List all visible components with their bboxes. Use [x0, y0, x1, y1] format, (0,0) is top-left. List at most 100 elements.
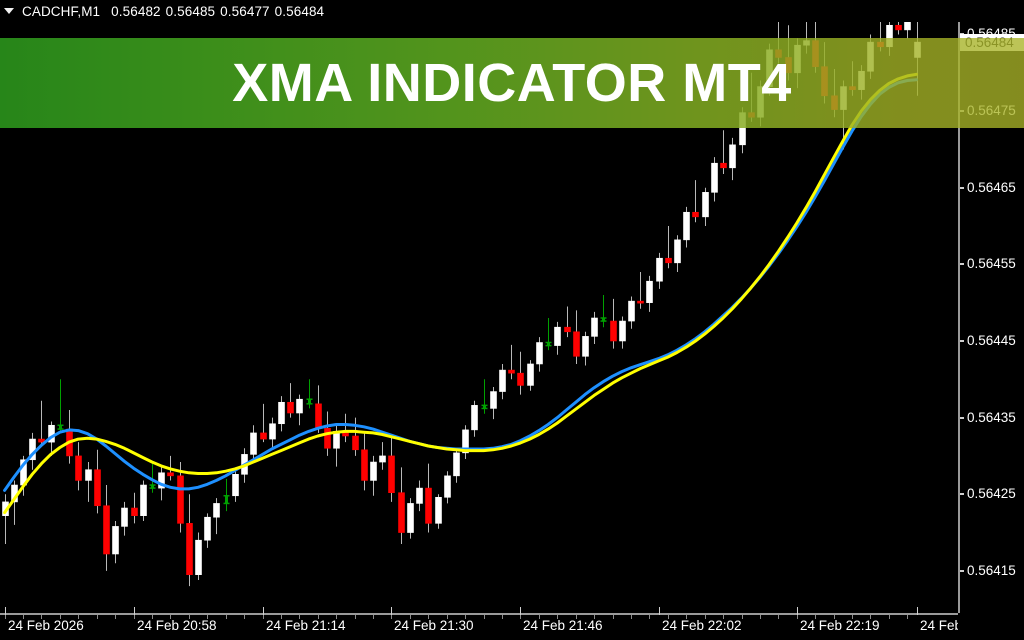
candle-body-bear	[388, 455, 395, 493]
candle-body-neutral	[151, 485, 154, 489]
time-tick-minor	[428, 615, 429, 619]
price-tick-dash	[960, 569, 964, 572]
candle-body-bear	[361, 449, 368, 481]
time-axis-label: 24 Feb 21:30	[394, 618, 474, 633]
ohlc-value: 0.56485	[165, 3, 216, 19]
time-tick-minor	[465, 615, 466, 619]
time-tick-minor	[723, 615, 724, 619]
time-axis-label: 24 Feb 22:19	[800, 618, 880, 633]
time-tick-minor	[889, 615, 890, 619]
time-tick-minor	[263, 615, 264, 619]
ohlc-values: 0.56482 0.56485 0.56477 0.56484	[111, 4, 329, 19]
time-tick-minor	[115, 615, 116, 619]
time-tick-minor	[134, 615, 135, 619]
candle-body-neutral	[59, 425, 62, 430]
price-tick-dash	[960, 339, 964, 342]
candle-body-bull	[628, 300, 635, 322]
time-tick-major	[391, 607, 392, 615]
time-tick-minor	[870, 615, 871, 619]
time-tick-minor	[502, 615, 503, 619]
candle-body-bear	[895, 24, 902, 31]
candle-body-bull	[499, 369, 506, 392]
candle-body-bull	[121, 507, 128, 527]
time-tick-minor	[78, 615, 79, 619]
candle-body-bull	[204, 516, 211, 541]
candle-body-bull	[158, 472, 165, 489]
ma-line-slow	[3, 72, 918, 515]
candle-body-bear	[352, 435, 359, 451]
candle-body-bull	[536, 342, 543, 365]
candle-body-bull	[213, 503, 220, 518]
time-tick-minor	[594, 615, 595, 619]
candle-body-bull	[278, 401, 285, 425]
time-axis-label: 24 Feb 21:46	[523, 618, 603, 633]
time-tick-major	[917, 607, 918, 615]
time-tick-minor	[631, 615, 632, 619]
time-tick-minor	[484, 615, 485, 619]
price-axis-line	[958, 0, 960, 613]
candle-body-bull	[711, 162, 718, 193]
candle-body-bull	[646, 280, 653, 303]
time-tick-minor	[668, 615, 669, 619]
price-tick-label: 0.56415	[967, 562, 1016, 578]
candle-body-bear	[260, 432, 267, 440]
candle-body-bear	[103, 505, 110, 555]
candle-body-bull	[471, 405, 478, 431]
candle-body-bull	[702, 192, 709, 218]
time-tick-minor	[5, 615, 6, 619]
time-tick-major	[263, 607, 264, 615]
candle-body-bull	[462, 429, 469, 454]
candle-body-bear	[508, 369, 515, 374]
price-tick-dash	[960, 263, 964, 266]
candle-body-bear	[38, 438, 45, 443]
time-tick-minor	[907, 615, 908, 619]
quote-header: CADCHF,M1 0.56482 0.56485 0.56477 0.56484	[0, 0, 1024, 22]
time-tick-minor	[299, 615, 300, 619]
candle-body-bear	[177, 475, 184, 524]
price-tick-dash	[960, 186, 964, 189]
price-tick-dash	[960, 416, 964, 419]
time-tick-minor	[373, 615, 374, 619]
candle-body-bear	[425, 487, 432, 524]
candle-body-bull	[582, 336, 589, 357]
candle-body-bull	[232, 474, 239, 497]
price-tick-label: 0.56435	[967, 409, 1016, 425]
time-tick-minor	[355, 615, 356, 619]
price-tick-dash	[960, 493, 964, 496]
time-axis-label: 24 Feb 21:14	[266, 618, 346, 633]
candle-body-bull	[140, 484, 147, 516]
candle-body-neutral	[308, 399, 311, 404]
time-tick-minor	[852, 615, 853, 619]
axis-corner-block	[958, 613, 1024, 640]
time-axis-label: 24 Feb 20:58	[137, 618, 217, 633]
time-tick-minor	[797, 615, 798, 619]
candle-body-bear	[720, 162, 727, 169]
time-axis[interactable]: 24 Feb 2026 24 Feb 20:58 24 Feb 21:14 24 Fe…	[0, 607, 1024, 640]
price-tick-label: 0.56425	[967, 486, 1016, 502]
ohlc-value: 0.56484	[274, 3, 325, 19]
triangle-down-icon[interactable]	[2, 0, 16, 22]
symbol-label: CADCHF,M1	[22, 3, 101, 19]
candle-body-bull	[250, 432, 257, 455]
time-tick-minor	[244, 615, 245, 619]
ma-line-fast	[3, 78, 918, 492]
time-tick-minor	[447, 615, 448, 619]
candle-body-neutral	[225, 495, 228, 504]
candle-body-bull	[112, 526, 119, 555]
time-tick-minor	[281, 615, 282, 619]
candle-body-bear	[94, 469, 101, 507]
time-tick-minor	[539, 615, 540, 619]
candle-body-bear	[398, 492, 405, 533]
candle-body-neutral	[483, 405, 486, 409]
time-tick-minor	[778, 615, 779, 619]
candle-body-bear	[186, 523, 193, 575]
time-tick-minor	[318, 615, 319, 619]
candle-body-bull	[490, 391, 497, 409]
candle-body-bull	[527, 363, 534, 386]
time-tick-minor	[613, 615, 614, 619]
time-tick-minor	[410, 615, 411, 619]
time-tick-minor	[97, 615, 98, 619]
time-axis-label: 24 Feb 22:02	[662, 618, 742, 633]
candle-body-bull	[269, 423, 276, 440]
